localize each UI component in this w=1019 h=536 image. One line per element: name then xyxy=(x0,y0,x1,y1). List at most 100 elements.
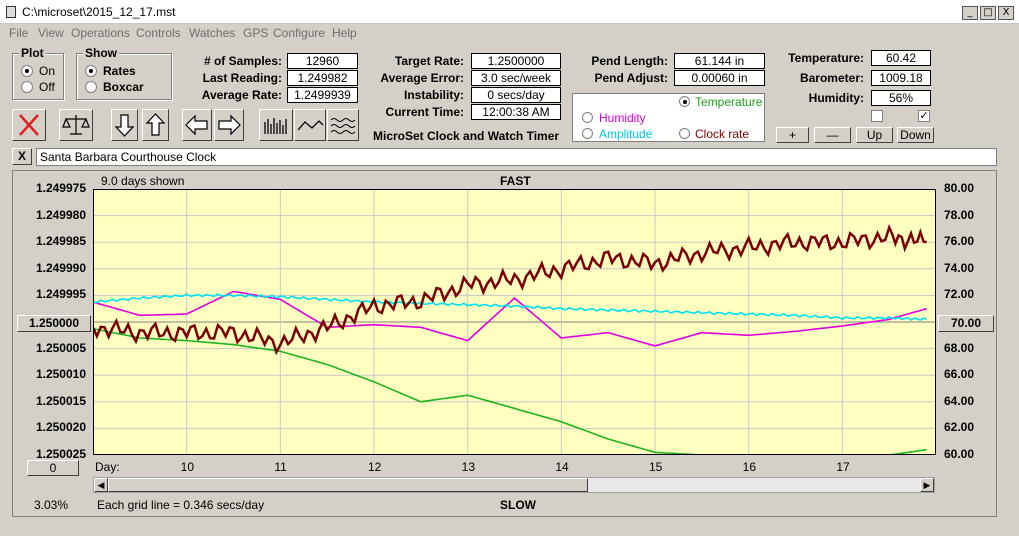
fast-label: FAST xyxy=(500,174,531,188)
average-error-value: 3.0 sec/week xyxy=(471,70,561,86)
slow-label: SLOW xyxy=(500,498,536,512)
scroll-left-button[interactable]: ◀ xyxy=(94,478,108,492)
x-tick-label: 10 xyxy=(180,460,195,474)
stop-button[interactable] xyxy=(12,109,46,141)
menu-file[interactable]: File xyxy=(9,26,29,40)
y-tick-left: 1.250020 xyxy=(35,420,86,435)
menu-watches[interactable]: Watches xyxy=(189,26,236,40)
series-line-clock-rate xyxy=(93,223,927,356)
window-title: C:\microset\2015_12_17.mst xyxy=(22,5,176,19)
title-bar: C:\microset\2015_12_17.mst _ □ X xyxy=(0,0,1019,24)
arrow-up-icon xyxy=(145,113,166,136)
up-button[interactable]: Up xyxy=(856,127,893,143)
overlay-clock-rate-radio[interactable] xyxy=(679,128,690,139)
bar-chart-icon xyxy=(264,118,287,134)
menu-gps[interactable]: GPS xyxy=(243,26,269,40)
arrow-left-button[interactable] xyxy=(182,109,212,141)
y-tick-left: 1.250005 xyxy=(35,340,86,355)
overlay-selector xyxy=(572,93,765,142)
plot-on-radio[interactable] xyxy=(21,65,33,77)
menu-controls[interactable]: Controls xyxy=(136,26,181,40)
show-rates-radio[interactable] xyxy=(85,65,97,77)
minimize-button[interactable]: _ xyxy=(962,6,978,20)
grid-info-label: Each grid line = 0.346 secs/day xyxy=(97,498,265,512)
x-tick-label: 12 xyxy=(368,460,382,474)
y-tick-right: 76.00 xyxy=(944,234,975,249)
pend-length-value: 61.144 in xyxy=(674,53,765,69)
last-reading-value: 1.249982 xyxy=(287,70,358,86)
last-reading-label: Last Reading: xyxy=(202,71,282,85)
pend-adjust-value[interactable]: 0.00060 in xyxy=(674,70,765,86)
close-button[interactable]: X xyxy=(998,6,1014,20)
average-rate-label: Average Rate: xyxy=(201,88,282,102)
brand-label: MicroSet Clock and Watch Timer xyxy=(373,129,560,143)
bar-view-button[interactable] xyxy=(259,109,293,141)
overlay-amplitude-radio[interactable] xyxy=(582,128,593,139)
wave-icon xyxy=(330,118,356,134)
plot-group: Plot xyxy=(12,46,64,100)
target-rate-value[interactable]: 1.2500000 xyxy=(471,53,561,69)
menu-bar: File View Operations Controls Watches GP… xyxy=(0,24,1019,42)
center-temp-button[interactable]: 70.00 xyxy=(938,315,994,332)
menu-operations[interactable]: Operations xyxy=(71,26,130,40)
y-tick-right: 68.00 xyxy=(944,340,975,355)
x-tick-label: 11 xyxy=(274,460,287,474)
temperature-label: Temperature: xyxy=(788,51,864,65)
samples-value: 12960 xyxy=(287,53,358,69)
series-line-amplitude xyxy=(93,293,927,322)
average-rate-value: 1.2499939 xyxy=(287,87,358,103)
percent-label: 3.03% xyxy=(34,498,69,512)
overlay-humidity-radio[interactable] xyxy=(582,112,593,123)
center-rate-button[interactable]: 1.250000 xyxy=(17,315,91,332)
arrow-right-button[interactable] xyxy=(214,109,244,141)
plot-off-radio[interactable] xyxy=(21,81,33,93)
line-chart-icon xyxy=(297,120,324,131)
maximize-button[interactable]: □ xyxy=(980,6,996,20)
show-boxcar-radio[interactable] xyxy=(85,81,97,93)
barometer-value: 1009.18 xyxy=(871,70,931,86)
plot-border xyxy=(93,189,936,455)
pend-length-label: Pend Length: xyxy=(591,54,668,68)
horizontal-scrollbar[interactable]: ◀ ▶ xyxy=(93,477,935,493)
y-tick-left: 1.250010 xyxy=(35,367,86,382)
x-tick-label: 16 xyxy=(742,460,757,474)
increase-button[interactable]: + xyxy=(776,127,809,143)
option-checkbox-1[interactable] xyxy=(871,110,883,122)
y-tick-left: 1.249985 xyxy=(35,234,86,249)
wave-view-button[interactable] xyxy=(327,109,359,141)
menu-configure[interactable]: Configure xyxy=(273,26,326,40)
pend-adjust-label: Pend Adjust: xyxy=(594,71,668,85)
menu-view[interactable]: View xyxy=(38,26,64,40)
overlay-temperature-radio[interactable] xyxy=(679,96,690,107)
red-x-icon xyxy=(19,114,39,136)
arrow-up-button[interactable] xyxy=(142,109,169,141)
grid-lines xyxy=(93,189,936,455)
plot-on-label: On xyxy=(39,64,56,78)
scroll-right-button[interactable]: ▶ xyxy=(920,478,934,492)
overlay-clock-rate-label: Clock rate xyxy=(695,127,750,141)
days-shown-label: 9.0 days shown xyxy=(101,174,185,188)
chart-plot xyxy=(93,189,936,455)
instability-value: 0 secs/day xyxy=(471,87,561,103)
menu-help[interactable]: Help xyxy=(332,26,357,40)
scale-icon xyxy=(62,115,90,135)
option-checkbox-2[interactable]: ✓ xyxy=(918,109,930,122)
y-tick-right: 60.00 xyxy=(944,447,975,461)
day-axis-label: Day: xyxy=(95,460,120,474)
current-time-label: Current Time: xyxy=(385,105,464,119)
clock-name-input[interactable]: Santa Barbara Courthouse Clock xyxy=(36,148,997,166)
down-button[interactable]: Down xyxy=(897,127,934,143)
overlay-amplitude-label: Amplitude xyxy=(599,127,653,141)
clear-name-button[interactable]: X xyxy=(12,148,32,165)
current-time-value: 12:00:38 AM xyxy=(471,104,561,120)
samples-label: # of Samples: xyxy=(203,54,282,68)
balance-button[interactable] xyxy=(59,109,93,141)
arrow-down-button[interactable] xyxy=(111,109,138,141)
decrease-button[interactable]: — xyxy=(814,127,851,143)
y-tick-left: 1.249980 xyxy=(35,207,86,222)
y-tick-left: 1.249995 xyxy=(35,287,86,302)
scroll-thumb[interactable] xyxy=(108,478,588,492)
offset-button[interactable]: 0 xyxy=(27,460,79,476)
show-rates-label: Rates xyxy=(103,64,136,78)
line-view-button[interactable] xyxy=(294,109,326,141)
